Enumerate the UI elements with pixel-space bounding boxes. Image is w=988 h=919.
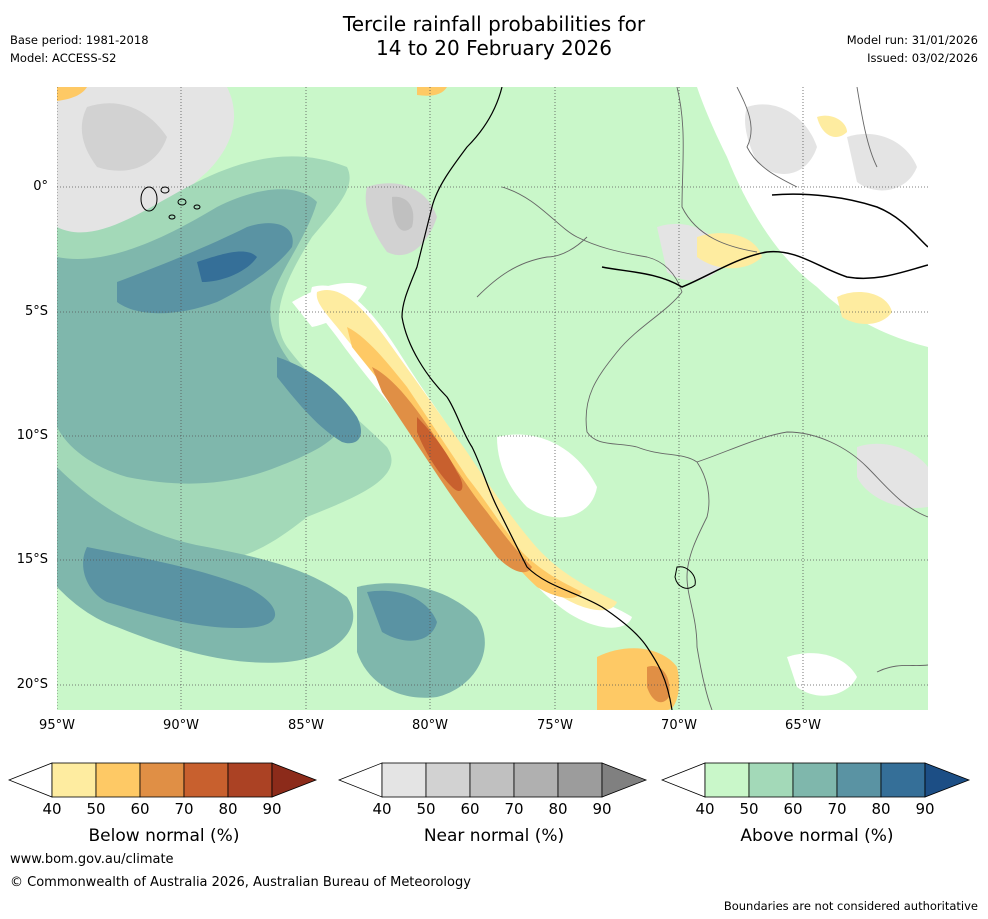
above-tick-60: 60 — [783, 800, 803, 818]
rivers — [601, 193, 928, 288]
near-swatch-2 — [425, 762, 471, 798]
lon-label-65w: 65°W — [785, 718, 821, 733]
above-tick-70: 70 — [827, 800, 847, 818]
above-normal-band-70-south — [83, 547, 276, 628]
colorbar-below — [8, 762, 318, 798]
lat-label-10s: 10°S — [16, 428, 48, 443]
lon-label-85w: 85°W — [288, 718, 324, 733]
model-name: Model: ACCESS-S2 — [10, 51, 117, 65]
near-normal-ne-2 — [847, 133, 917, 191]
below-tick-80: 80 — [218, 800, 238, 818]
above-tick-90: 90 — [915, 800, 935, 818]
above-swatch-5 — [880, 762, 926, 798]
title-line-1: Tercile rainfall probabilities for — [342, 12, 646, 36]
below-normal-south-core — [647, 666, 670, 703]
near-normal-title: Near normal (%) — [423, 826, 565, 846]
probability-map — [57, 87, 928, 710]
near-swatch-4 — [513, 762, 559, 798]
map-title: Tercile rainfall probabilities for 14 to… — [0, 12, 988, 60]
galapagos-islands — [140, 186, 201, 220]
above-normal-band-70-se — [367, 590, 437, 641]
above-tick-80: 80 — [871, 800, 891, 818]
below-tick-60: 60 — [130, 800, 150, 818]
above-swatch-1 — [704, 762, 750, 798]
near-normal-e — [857, 443, 928, 508]
map-svg — [57, 87, 928, 710]
below-normal-nw-corner — [57, 87, 87, 101]
lon-label-95w: 95°W — [39, 718, 75, 733]
below-normal-title: Below normal (%) — [88, 826, 240, 846]
below-normal-e-2 — [837, 292, 892, 324]
above-normal-band-60-south — [57, 467, 354, 663]
below-normal-ne-small — [817, 115, 847, 137]
lat-label-5s: 5°S — [24, 304, 48, 319]
above-swatch-4 — [836, 762, 882, 798]
below-normal-70 — [417, 417, 463, 492]
above-swatch-6 — [924, 762, 971, 798]
lon-label-80w: 80°W — [412, 718, 448, 733]
below-swatch-0 — [8, 762, 53, 798]
above-tick-50: 50 — [739, 800, 759, 818]
near-normal-ecuador-core — [392, 196, 414, 231]
website-link[interactable]: www.bom.gov.au/climate — [10, 852, 174, 867]
below-swatch-2 — [95, 762, 141, 798]
near-swatch-5 — [557, 762, 603, 798]
near-tick-50: 50 — [416, 800, 436, 818]
meta-right: Model run: 31/01/2026 Issued: 03/02/2026 — [847, 31, 978, 67]
near-tick-60: 60 — [460, 800, 480, 818]
title-line-2: 14 to 20 February 2026 — [376, 36, 612, 60]
lat-label-15s: 15°S — [16, 552, 48, 567]
near-swatch-0 — [338, 762, 383, 798]
above-normal-band-80-north — [197, 251, 257, 282]
below-swatch-6 — [271, 762, 318, 798]
below-tick-40: 40 — [42, 800, 62, 818]
issued-date: Issued: 03/02/2026 — [867, 51, 978, 65]
near-tick-40: 40 — [372, 800, 392, 818]
meta-left: Base period: 1981-2018 Model: ACCESS-S2 — [10, 31, 149, 67]
above-tick-40: 40 — [695, 800, 715, 818]
lat-label-20s: 20°S — [16, 677, 48, 692]
coastline — [401, 87, 673, 710]
above-normal-band-70-mid — [277, 357, 362, 444]
above-swatch-0 — [661, 762, 706, 798]
lake-titicaca — [674, 566, 696, 589]
near-tick-80: 80 — [548, 800, 568, 818]
colorbar-near — [338, 762, 648, 798]
base-period: Base period: 1981-2018 — [10, 33, 149, 47]
lon-label-90w: 90°W — [163, 718, 199, 733]
above-normal-title: Above normal (%) — [740, 826, 894, 846]
below-normal-e-1 — [697, 233, 762, 269]
above-swatch-3 — [792, 762, 838, 798]
below-tick-50: 50 — [86, 800, 106, 818]
country-borders — [476, 87, 928, 710]
below-swatch-1 — [51, 762, 97, 798]
below-tick-70: 70 — [174, 800, 194, 818]
near-normal-nw-core — [81, 103, 167, 171]
below-normal-n-small — [417, 87, 447, 96]
below-normal-50 — [347, 327, 582, 599]
model-run: Model run: 31/01/2026 — [846, 33, 978, 47]
colorbar-above — [661, 762, 971, 798]
near-swatch-3 — [469, 762, 515, 798]
below-swatch-5 — [227, 762, 273, 798]
copyright: © Commonwealth of Australia 2026, Austra… — [10, 875, 471, 890]
near-swatch-6 — [601, 762, 648, 798]
near-swatch-1 — [381, 762, 427, 798]
white-region-2 — [497, 434, 597, 518]
lat-label-0: 0° — [33, 179, 48, 194]
near-tick-70: 70 — [504, 800, 524, 818]
near-normal-ne-1 — [745, 104, 817, 174]
lon-label-75w: 75°W — [537, 718, 573, 733]
gridlines — [57, 87, 928, 710]
below-swatch-4 — [183, 762, 229, 798]
near-tick-90: 90 — [592, 800, 612, 818]
below-swatch-3 — [139, 762, 185, 798]
disclaimer: Boundaries are not considered authoritat… — [723, 899, 978, 913]
below-tick-90: 90 — [262, 800, 282, 818]
above-swatch-2 — [748, 762, 794, 798]
lon-label-70w: 70°W — [661, 718, 697, 733]
